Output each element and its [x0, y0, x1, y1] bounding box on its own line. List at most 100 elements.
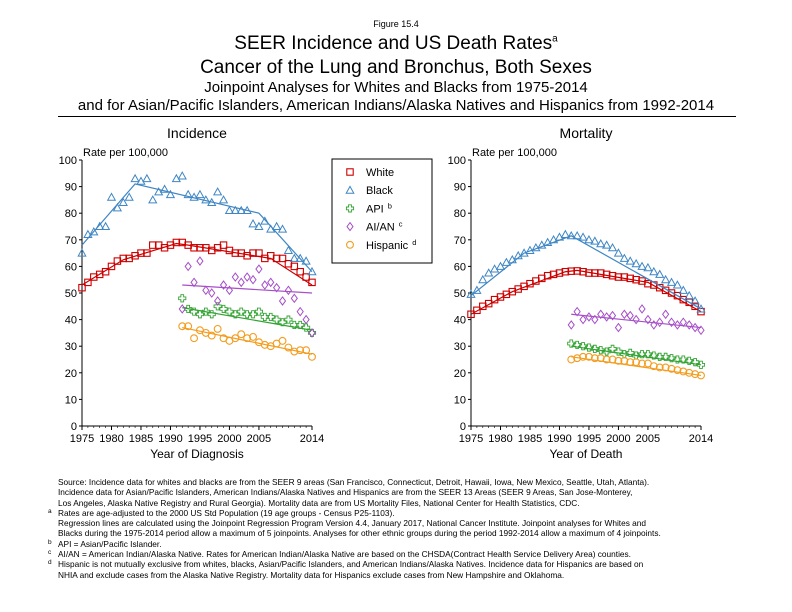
- data-point: [249, 332, 257, 341]
- data-point: [207, 310, 216, 319]
- x-tick-label: 1985: [518, 433, 542, 445]
- data-point: [596, 354, 605, 363]
- y-tick-label: 10: [65, 394, 77, 406]
- data-point: [231, 272, 239, 282]
- data-point: [296, 267, 304, 276]
- series-black: [77, 171, 317, 276]
- data-point: [472, 285, 482, 294]
- data-point: [272, 315, 281, 324]
- data-point: [225, 307, 234, 316]
- data-point: [661, 363, 670, 372]
- data-point: [308, 278, 316, 287]
- trend-line: [470, 235, 702, 310]
- data-point: [613, 248, 624, 257]
- data-point: [118, 197, 128, 207]
- y-tick-label: 40: [65, 315, 77, 327]
- series-api: [178, 294, 317, 337]
- data-point: [171, 173, 182, 183]
- data-point: [254, 307, 263, 316]
- y-tick-label: 60: [454, 261, 466, 273]
- data-point: [649, 351, 658, 360]
- y-axis-label: Rate per 100,000: [472, 147, 557, 159]
- data-point: [130, 173, 140, 183]
- legend-entry: Black: [366, 185, 393, 197]
- data-point: [537, 240, 547, 249]
- data-point: [178, 304, 186, 314]
- data-point: [278, 254, 287, 263]
- data-point: [673, 366, 682, 375]
- y-tick-label: 80: [65, 208, 77, 220]
- data-point: [124, 192, 134, 201]
- data-point: [691, 370, 700, 379]
- data-point: [266, 224, 276, 233]
- data-point: [608, 344, 617, 353]
- data-point: [697, 371, 705, 380]
- panel-title: Incidence: [167, 125, 227, 141]
- data-point: [184, 322, 193, 331]
- data-point: [225, 285, 234, 296]
- data-point: [672, 280, 683, 289]
- data-point: [308, 352, 316, 361]
- data-point: [590, 354, 599, 363]
- data-point: [467, 310, 475, 319]
- data-point: [142, 173, 152, 183]
- data-point: [278, 336, 287, 345]
- data-point: [679, 317, 687, 328]
- data-point: [637, 350, 647, 359]
- data-point: [596, 346, 605, 355]
- data-point: [290, 347, 299, 356]
- data-point: [296, 346, 305, 355]
- data-point: [83, 229, 93, 238]
- data-point: [296, 320, 305, 329]
- y-tick-label: 90: [65, 182, 77, 194]
- data-point: [308, 328, 316, 338]
- footnote-mark: c: [48, 549, 52, 557]
- legend: White Black API b AI/AN c Hispanic d: [331, 158, 433, 264]
- legend-marker: [346, 240, 354, 249]
- data-point: [224, 205, 235, 215]
- data-point: [501, 257, 512, 266]
- y-tick-label: 30: [454, 341, 466, 353]
- data-point: [301, 256, 311, 265]
- data-point: [242, 205, 252, 215]
- data-point: [591, 314, 599, 325]
- footnote-line: b API = Asian/Pacific Islander.: [48, 539, 768, 549]
- data-point: [190, 307, 199, 316]
- legend-label: Hispanic: [366, 240, 409, 252]
- data-point: [218, 195, 229, 204]
- data-point: [638, 304, 646, 314]
- data-point: [213, 302, 222, 311]
- data-point: [573, 354, 582, 363]
- data-point: [690, 296, 700, 305]
- footnote-line: Regression lines are calculated using th…: [48, 518, 768, 528]
- data-point: [89, 226, 99, 236]
- y-tick-label: 70: [454, 235, 466, 247]
- data-point: [656, 317, 664, 328]
- data-point: [277, 224, 288, 233]
- data-point: [249, 274, 257, 285]
- data-point: [619, 253, 629, 262]
- y-tick-label: 50: [65, 288, 77, 300]
- data-point: [590, 344, 599, 353]
- data-point: [572, 230, 582, 240]
- data-point: [667, 354, 676, 363]
- data-point: [95, 221, 105, 230]
- x-tick-label: 1980: [488, 433, 512, 445]
- footnote-text: Incidence data for Asian/Pacific Islande…: [58, 487, 633, 498]
- data-point: [302, 346, 311, 355]
- data-point: [519, 248, 529, 257]
- data-point: [201, 195, 211, 204]
- data-point: [597, 309, 605, 320]
- data-point: [260, 216, 270, 225]
- data-point: [579, 314, 587, 325]
- data-point: [77, 248, 87, 257]
- data-point: [584, 234, 594, 244]
- trend-line: [182, 284, 313, 294]
- data-point: [632, 314, 640, 325]
- footnote-text: Hispanic is not mutually exclusive from …: [58, 559, 644, 570]
- data-point: [219, 241, 228, 249]
- x-tick-label: 2005: [636, 433, 660, 445]
- data-point: [531, 242, 541, 252]
- data-point: [290, 262, 299, 271]
